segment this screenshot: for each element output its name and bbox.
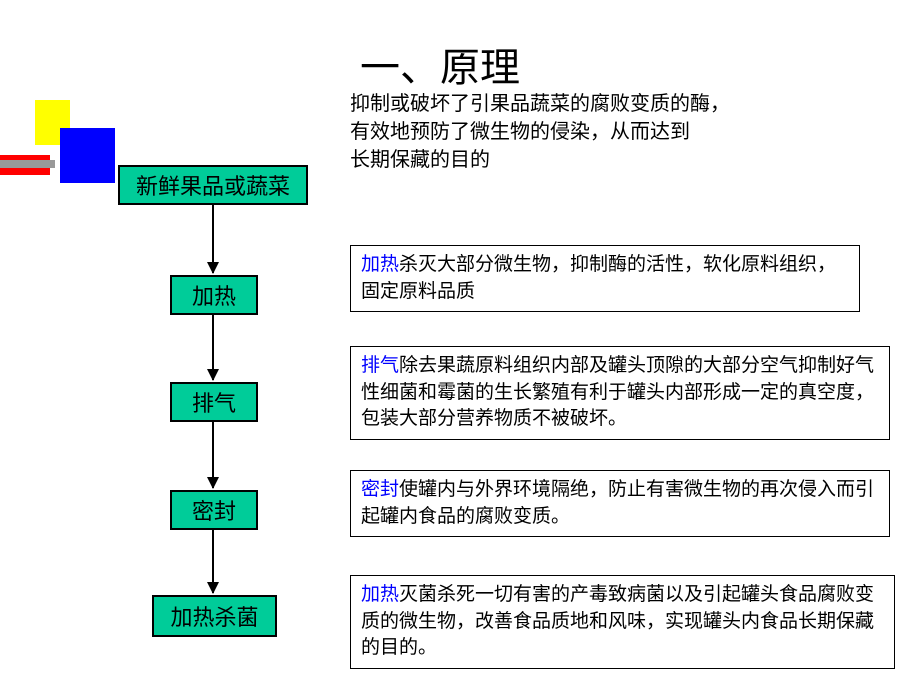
flow-box-heat: 加热: [170, 275, 258, 315]
keyword: 加热: [361, 584, 399, 605]
desc-box-2: 密封使罐内与外界环境隔绝，防止有害微生物的再次侵入而引起罐内食品的腐败变质。: [350, 470, 890, 537]
desc-box-1: 排气除去果蔬原料组织内部及罐头顶隙的大部分空气抑制好气性细菌和霉菌的生长繁殖有利…: [350, 346, 890, 440]
keyword: 密封: [361, 479, 399, 500]
intro-text: 抑制或破坏了引果品蔬菜的腐败变质的酶，有效地预防了微生物的侵染，从而达到长期保藏…: [350, 90, 730, 174]
deco-block: [60, 128, 115, 183]
flow-box-vent: 排气: [170, 382, 258, 422]
flow-box-fresh: 新鲜果品或蔬菜: [118, 165, 308, 205]
desc-text: 除去果蔬原料组织内部及罐头顶隙的大部分空气抑制好气性细菌和霉菌的生长繁殖有利于罐…: [361, 355, 874, 429]
desc-box-3: 加热灭菌杀死一切有害的产毒致病菌以及引起罐头食品腐败变质的微生物，改善食品质地和…: [350, 575, 895, 669]
deco-block: [0, 160, 55, 168]
desc-text: 杀灭大部分微生物，抑制酶的活性，软化原料组织，固定原料品质: [361, 254, 836, 302]
desc-text: 灭菌杀死一切有害的产毒致病菌以及引起罐头食品腐败变质的微生物，改善食品质地和风味…: [361, 584, 874, 658]
flow-arrow: [212, 530, 214, 593]
flow-arrow: [212, 422, 214, 488]
page-title: 一、原理: [360, 35, 520, 93]
desc-text: 使罐内与外界环境隔绝，防止有害微生物的再次侵入而引起罐内食品的腐败变质。: [361, 479, 874, 527]
flow-arrow: [212, 315, 214, 380]
corner-decoration: [0, 100, 120, 200]
keyword: 排气: [361, 355, 399, 376]
flow-arrow: [212, 205, 214, 273]
keyword: 加热: [361, 254, 399, 275]
flow-box-seal: 密封: [170, 490, 258, 530]
desc-box-0: 加热杀灭大部分微生物，抑制酶的活性，软化原料组织，固定原料品质: [350, 245, 860, 312]
flow-box-sterilize: 加热杀菌: [152, 595, 277, 637]
